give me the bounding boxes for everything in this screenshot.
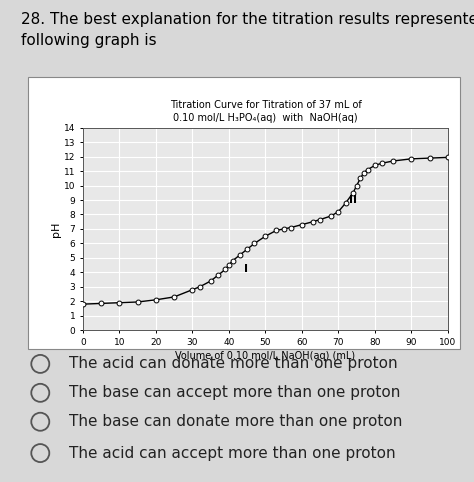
- Title: Titration Curve for Titration of 37 mL of
0.10 mol/L H₃PO₄(aq)  with  NaOH(aq): Titration Curve for Titration of 37 mL o…: [170, 100, 361, 123]
- Text: II: II: [349, 195, 357, 205]
- Text: 28. The best explanation for the titration results represented by the
following : 28. The best explanation for the titrati…: [21, 12, 474, 48]
- Text: The base can accept more than one proton: The base can accept more than one proton: [69, 385, 400, 401]
- Text: The base can donate more than one proton: The base can donate more than one proton: [69, 414, 402, 429]
- X-axis label: Volume of 0.10 mol/L NaOH(aq) (mL): Volume of 0.10 mol/L NaOH(aq) (mL): [175, 351, 356, 361]
- Text: The acid can donate more than one proton: The acid can donate more than one proton: [69, 356, 397, 372]
- Text: I: I: [244, 265, 247, 274]
- Y-axis label: pH: pH: [51, 221, 61, 237]
- Text: The acid can accept more than one proton: The acid can accept more than one proton: [69, 445, 395, 461]
